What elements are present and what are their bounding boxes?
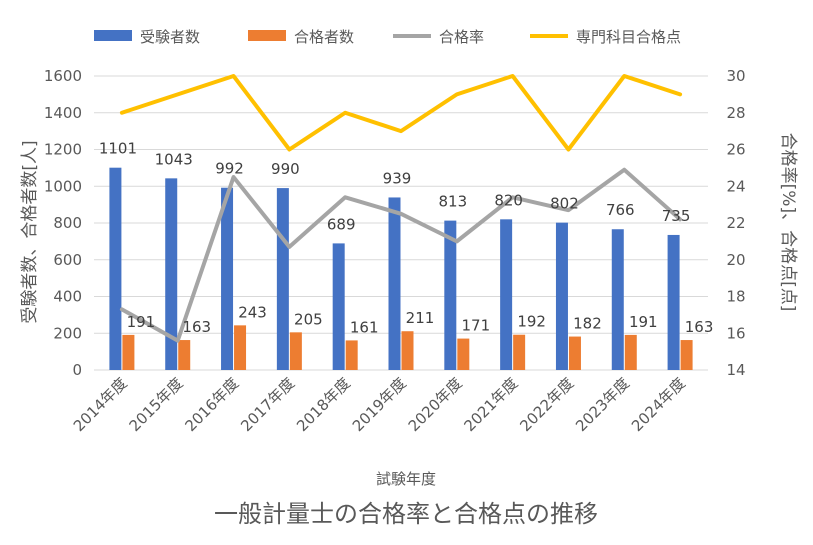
data-label-passers: 205 [294, 310, 323, 328]
data-label-examinees: 939 [383, 169, 412, 187]
gridlines [94, 75, 708, 371]
y2-tick-label: 16 [726, 324, 745, 342]
y2-axis-title: 合格率[%]、合格点[点] [778, 133, 798, 312]
x-tick-label: 2019年度 [349, 374, 410, 435]
data-label-examinees: 820 [494, 191, 523, 209]
bar-passers [289, 332, 302, 370]
legend-label: 合格率 [439, 28, 484, 46]
legend-swatch [248, 30, 286, 41]
x-tick-label: 2016年度 [181, 374, 242, 435]
y-axis-title: 受験者数、合格者数[人] [20, 140, 40, 323]
y-tick-label: 200 [53, 324, 82, 342]
y-tick-label: 1600 [44, 67, 82, 85]
bar-examinees [444, 220, 457, 370]
bar-passers [457, 338, 470, 370]
bar-examinees [221, 187, 234, 370]
data-label-examinees: 802 [550, 195, 579, 213]
x-tick-label: 2015年度 [126, 374, 187, 435]
bar-examinees [109, 167, 122, 370]
bar-passers [345, 340, 358, 370]
x-axis-title: 試験年度 [376, 470, 436, 488]
bars [109, 167, 693, 370]
bar-passers [122, 334, 135, 370]
bar-examinees [165, 178, 178, 370]
bar-examinees [611, 229, 624, 370]
data-label-passers: 192 [517, 313, 546, 331]
y2-tick-label: 28 [726, 104, 745, 122]
data-label-passers: 243 [238, 303, 267, 321]
data-label-passers: 163 [685, 318, 714, 336]
line-passing-score [119, 74, 683, 152]
bar-examinees [500, 219, 513, 370]
chart-title: 一般計量士の合格率と合格点の推移 [214, 500, 598, 528]
y2-tick-label: 24 [726, 177, 745, 195]
legend: 受験者数 合格者数 合格率 専門科目合格点 [94, 28, 681, 46]
y-tick-label: 1400 [44, 104, 82, 122]
y2-tick-label: 14 [726, 361, 745, 379]
data-label-passers: 191 [127, 313, 156, 331]
data-label-examinees: 992 [215, 160, 244, 178]
data-label-examinees: 813 [438, 193, 467, 211]
x-tick-label: 2021年度 [461, 374, 522, 435]
y2-tick-label: 30 [726, 67, 745, 85]
data-label-examinees: 1101 [99, 140, 137, 158]
y-tick-label: 0 [72, 361, 82, 379]
bar-examinees [555, 222, 568, 370]
bar-passers [234, 325, 247, 370]
legend-label: 受験者数 [140, 28, 200, 46]
bar-examinees [667, 234, 680, 370]
data-label-examinees: 1043 [155, 150, 193, 168]
legend-swatch [94, 30, 132, 41]
bar-passers [178, 340, 191, 370]
series-lines [119, 74, 683, 343]
x-axis-ticks: 2014年度2015年度2016年度2017年度2018年度2019年度2020… [70, 374, 689, 435]
x-tick-label: 2023年度 [572, 374, 633, 435]
x-tick-label: 2014年度 [70, 374, 131, 435]
bar-examinees [388, 197, 401, 370]
legend-label: 専門科目合格点 [576, 28, 681, 46]
data-label-examinees: 766 [606, 201, 635, 219]
data-label-passers: 211 [406, 309, 435, 327]
y-tick-label: 800 [53, 214, 82, 232]
bar-passers [401, 331, 414, 370]
y-tick-label: 400 [53, 288, 82, 306]
data-label-passers: 171 [461, 317, 490, 335]
bar-examinees [276, 188, 289, 370]
bar-examinees [332, 243, 345, 370]
x-tick-label: 2018年度 [293, 374, 354, 435]
y-tick-label: 1000 [44, 177, 82, 195]
data-label-passers: 163 [182, 318, 211, 336]
bar-passers [680, 340, 693, 370]
data-label-passers: 161 [350, 318, 379, 336]
x-tick-label: 2024年度 [628, 374, 689, 435]
bar-passers [624, 334, 637, 370]
bar-passers [568, 336, 581, 370]
data-label-examinees: 735 [662, 207, 691, 225]
right-axis-ticks: 14 16 18 20 22 24 26 28 30 [726, 67, 745, 379]
data-labels: 1101 191 1043 163 992 243 990 205 689 161 939 211 81… [99, 140, 714, 337]
data-label-examinees: 689 [327, 215, 356, 233]
x-tick-label: 2020年度 [405, 374, 466, 435]
data-label-passers: 182 [573, 315, 602, 333]
data-label-examinees: 990 [271, 160, 300, 178]
y-tick-label: 1200 [44, 141, 82, 159]
data-label-passers: 191 [629, 313, 658, 331]
x-tick-label: 2017年度 [237, 374, 298, 435]
y-tick-label: 600 [53, 251, 82, 269]
bar-passers [513, 334, 526, 370]
x-tick-label: 2022年度 [516, 374, 577, 435]
y2-tick-label: 20 [726, 251, 745, 269]
line-pass-rate [119, 167, 683, 343]
y2-tick-label: 26 [726, 141, 745, 159]
legend-label: 合格者数 [294, 28, 354, 46]
y2-tick-label: 18 [726, 288, 745, 306]
left-axis-ticks: 0 200 400 600 800 1000 1200 1400 1600 [44, 67, 82, 379]
y2-tick-label: 22 [726, 214, 745, 232]
